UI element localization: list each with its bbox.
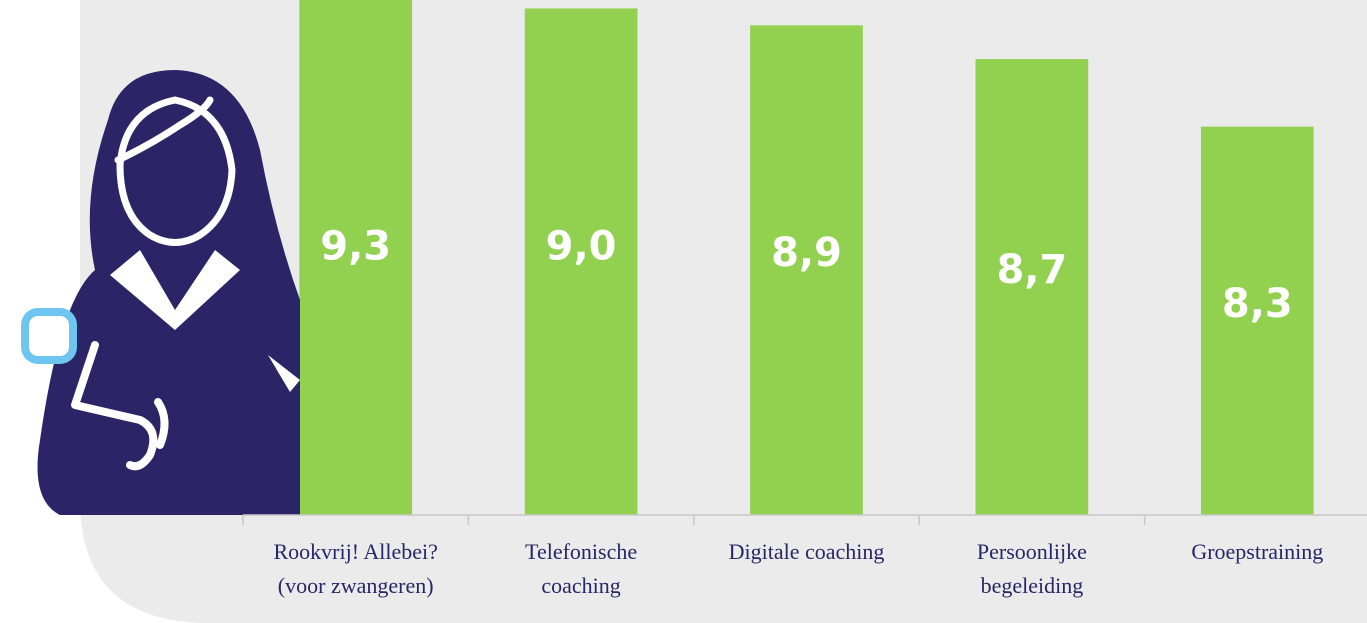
- value-label: 9,3: [320, 224, 391, 270]
- bar: [299, 0, 413, 516]
- x-tick-label: Groepstraining: [1191, 539, 1324, 564]
- person-illustration: [21, 70, 300, 515]
- x-tick-label: Digitale coaching: [728, 539, 885, 564]
- bar: [975, 59, 1089, 516]
- bar: [1200, 126, 1314, 515]
- x-tick-label: Telefonische coaching: [525, 539, 638, 598]
- x-axis: [242, 514, 1367, 525]
- value-label: 8,3: [1222, 281, 1293, 327]
- bar: [750, 25, 863, 515]
- bars: [299, 0, 1314, 516]
- value-label: 9,0: [546, 224, 617, 270]
- bar: [524, 8, 638, 515]
- value-label: 8,9: [771, 230, 842, 276]
- x-tick-label: Persoonlijke begeleiding: [976, 539, 1087, 598]
- value-label: 8,7: [996, 247, 1067, 293]
- x-tick-label: Rookvrij! Allebei? (voor zwangeren): [273, 539, 438, 598]
